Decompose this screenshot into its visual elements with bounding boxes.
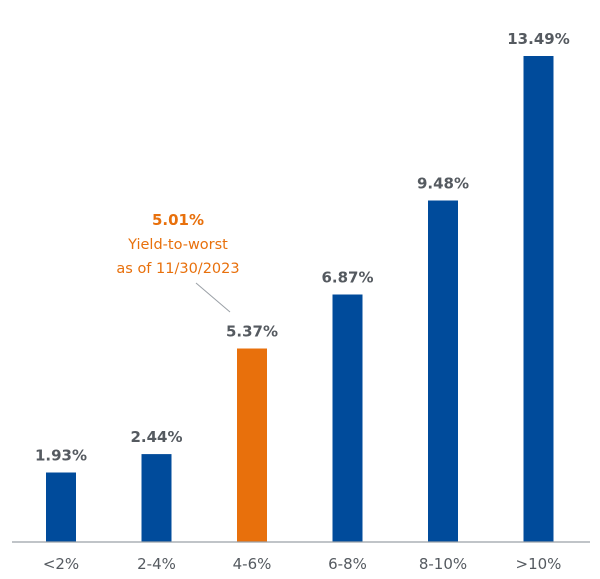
bar-4 (428, 200, 458, 542)
value-label-3: 6.87% (321, 269, 373, 287)
annotation-leader-line (195, 282, 231, 313)
value-label-5: 13.49% (507, 30, 569, 48)
value-label-4: 9.48% (417, 175, 469, 193)
value-labels-group: 1.93% 2.44% 5.37% 6.87% 9.48% 13.49% (35, 30, 570, 465)
value-label-0: 1.93% (35, 447, 87, 465)
value-label-2: 5.37% (226, 323, 278, 341)
x-tick-label-2: 4-6% (233, 555, 272, 573)
annotation-line-1: Yield-to-worst (127, 237, 228, 253)
bar-5 (523, 56, 554, 542)
bars-group (46, 56, 554, 542)
bar-0 (46, 472, 76, 542)
annotation-line-2: as of 11/30/2023 (116, 261, 239, 277)
x-tick-label-4: 8-10% (419, 555, 467, 573)
bar-1 (141, 454, 172, 542)
x-tick-labels-group: <2% 2-4% 4-6% 6-8% 8-10% >10% (43, 555, 562, 573)
x-tick-label-1: 2-4% (137, 555, 176, 573)
x-tick-label-3: 6-8% (328, 555, 367, 573)
annotation-value: 5.01% (152, 211, 204, 229)
bar-2 (237, 348, 267, 542)
annotation-group: 5.01% Yield-to-worst as of 11/30/2023 (116, 211, 240, 313)
x-tick-label-5: >10% (516, 555, 562, 573)
x-tick-label-0: <2% (43, 555, 79, 573)
value-label-1: 2.44% (130, 428, 182, 446)
bar-3 (332, 294, 363, 542)
